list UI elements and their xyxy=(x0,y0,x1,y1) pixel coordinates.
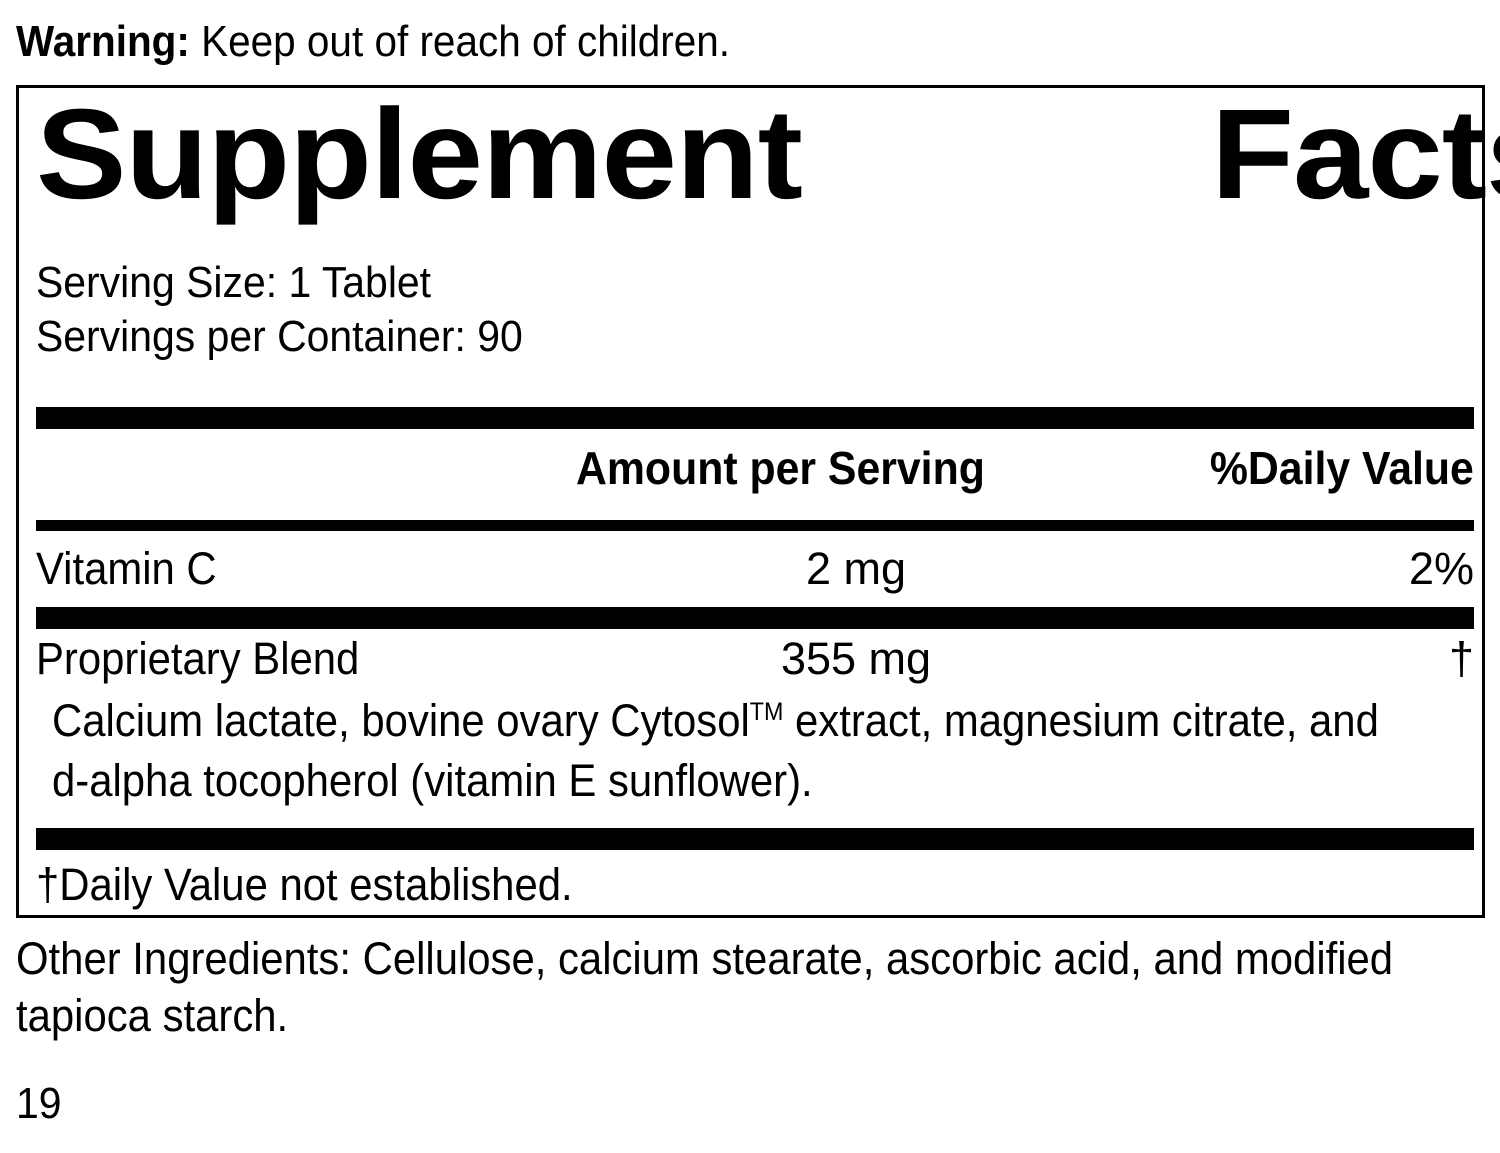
header-amount-per-serving: Amount per Serving xyxy=(576,442,985,494)
supplement-facts-panel-inner: Supplement Facts Serving Size: 1 Tablet … xyxy=(36,88,1500,915)
page-number: 19 xyxy=(16,1079,62,1128)
rule-below-vitamin-c xyxy=(36,607,1474,629)
blend-text-before-tm: Calcium lactate, bovine ovary Cytosol xyxy=(52,695,750,746)
blend-text-after-tm: extract, magnesium citrate, and xyxy=(783,695,1379,746)
rule-above-headers xyxy=(36,407,1474,429)
blend-description-line-1: Calcium lactate, bovine ovary CytosolTM … xyxy=(52,691,1379,751)
title-word-facts: Facts xyxy=(1211,83,1500,226)
rule-below-headers xyxy=(36,520,1474,531)
serving-info: Serving Size: 1 Tablet Servings per Cont… xyxy=(36,256,1036,364)
nutrient-name: Vitamin C xyxy=(36,543,217,594)
table-row: Proprietary Blend 355 mg † xyxy=(36,630,1474,690)
trademark-symbol: TM xyxy=(749,698,784,726)
nutrient-daily-value: 2% xyxy=(1408,543,1474,594)
serving-size: Serving Size: 1 Tablet xyxy=(36,258,432,307)
other-ingredients-line-1: Other Ingredients: Cellulose, calcium st… xyxy=(16,933,1394,984)
blend-description-line-2: d-alpha tocopherol (vitamin E sunflower)… xyxy=(52,755,813,806)
warning-line: Warning: Keep out of reach of children. xyxy=(16,16,1359,68)
servings-per-container: Servings per Container: 90 xyxy=(36,312,523,361)
other-ingredients: Other Ingredients: Cellulose, calcium st… xyxy=(16,930,1486,1044)
page-title: Supplement Facts xyxy=(36,83,1500,226)
other-ingredients-line-2: tapioca starch. xyxy=(16,990,289,1041)
table-row: Vitamin C 2 mg 2% xyxy=(36,540,1474,600)
nutrient-daily-value: † xyxy=(1448,633,1474,684)
blend-description: Calcium lactate, bovine ovary CytosolTM … xyxy=(52,691,1452,811)
supplement-facts-panel: Supplement Facts Serving Size: 1 Tablet … xyxy=(16,85,1500,918)
nutrient-name: Proprietary Blend xyxy=(36,633,360,684)
title-word-supplement: Supplement xyxy=(36,83,803,226)
warning-text: Keep out of reach of children. xyxy=(201,17,730,66)
header-daily-value: %Daily Value xyxy=(1210,442,1474,494)
rule-above-footnote xyxy=(36,828,1474,850)
column-header-row: Amount per Serving %Daily Value xyxy=(36,438,1474,508)
nutrient-amount: 355 mg xyxy=(780,633,932,684)
warning-label: Warning: xyxy=(16,17,190,66)
daily-value-footnote: †Daily Value not established. xyxy=(36,859,573,910)
nutrient-amount: 2 mg xyxy=(805,543,907,594)
